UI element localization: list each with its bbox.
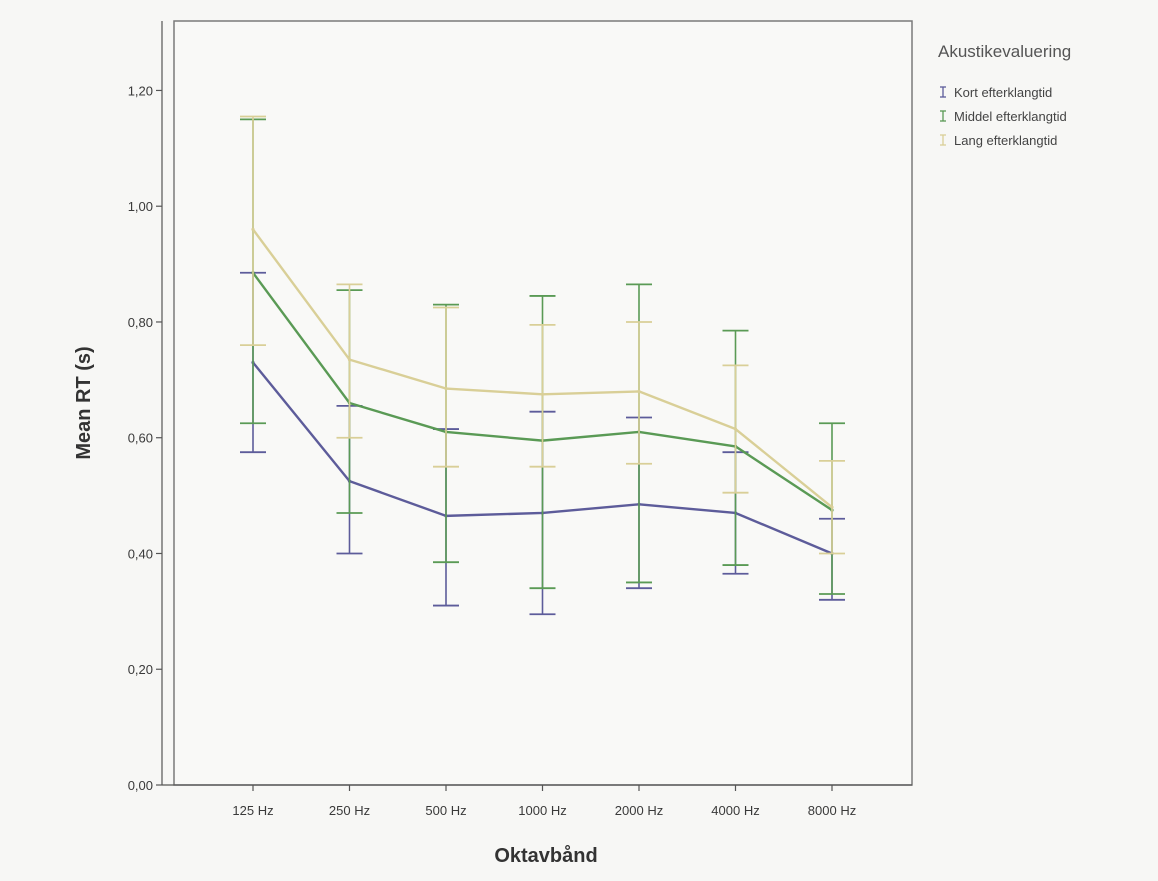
series-layer — [240, 115, 845, 616]
series-3 — [240, 115, 845, 555]
x-tick-label: 2000 Hz — [615, 803, 663, 818]
data-point — [540, 392, 545, 396]
x-axis-title: Oktavbånd — [494, 844, 597, 867]
x-tick-label: 125 Hz — [232, 803, 273, 818]
x-tick-label: 4000 Hz — [711, 803, 759, 818]
legend-label: Lang efterklangtid — [954, 133, 1057, 148]
y-axis-title: Mean RT (s) — [73, 346, 95, 459]
legend-item: Kort efterklangtid — [940, 85, 1052, 100]
legend-title: Akustikevaluering — [938, 42, 1071, 61]
x-axis-ticks: 125 Hz 250 Hz 500 Hz 1000 Hz 2000 Hz 4000 Hz 8… — [232, 785, 856, 818]
data-point — [637, 389, 641, 394]
y-tick-label: 0,40 — [128, 546, 153, 561]
y-tick-label: 0,20 — [128, 662, 153, 677]
data-point — [347, 357, 352, 362]
x-tick-label: 1000 Hz — [518, 803, 566, 818]
legend-items: Kort efterklangtid Middel efterklangtid La… — [940, 85, 1067, 148]
legend-label: Middel efterklangtid — [954, 109, 1067, 124]
y-axis-ticks: 0,00 0,20 0,40 0,60 0,80 1,00 1,20 — [128, 83, 162, 793]
data-point — [444, 386, 448, 391]
x-tick-label: 8000 Hz — [808, 803, 856, 818]
legend-item: Lang efterklangtid — [940, 133, 1057, 148]
y-tick-label: 1,00 — [128, 199, 153, 214]
y-tick-label: 0,60 — [128, 431, 153, 446]
y-tick-label: 0,80 — [128, 315, 153, 330]
legend: Akustikevaluering Kort efterklangtid Midd… — [938, 42, 1071, 148]
legend-label: Kort efterklangtid — [954, 85, 1052, 100]
legend-item: Middel efterklangtid — [940, 109, 1067, 124]
data-point — [830, 505, 834, 509]
x-tick-label: 500 Hz — [425, 803, 466, 818]
y-tick-label: 0,00 — [128, 778, 153, 793]
y-tick-label: 1,20 — [128, 83, 153, 98]
x-tick-label: 250 Hz — [329, 803, 370, 818]
data-point — [251, 227, 255, 231]
data-point — [733, 427, 738, 431]
